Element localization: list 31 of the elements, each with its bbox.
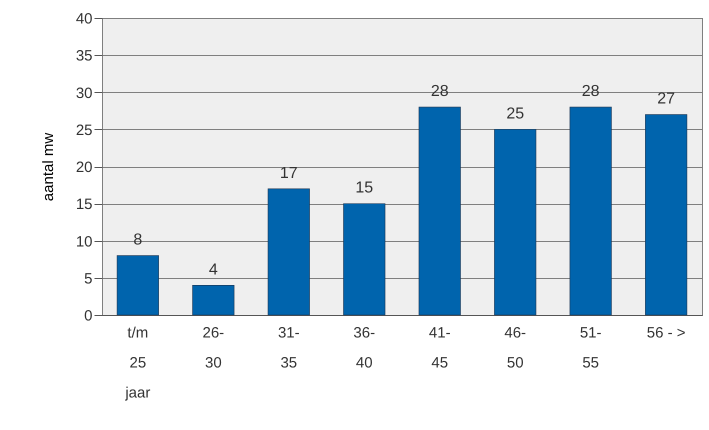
x-tick-label: 36- 40 bbox=[353, 324, 376, 372]
x-tick-label: 26- 30 bbox=[202, 324, 224, 372]
x-tick-label: t/m 25 jaar bbox=[124, 324, 150, 402]
y-axis-title: aantal mw bbox=[40, 132, 57, 202]
y-tick-label: 0 bbox=[84, 308, 92, 324]
y-tick-label: 5 bbox=[84, 270, 92, 288]
data-label: 27 bbox=[657, 90, 676, 108]
y-tick-label: 15 bbox=[76, 196, 92, 214]
data-label: 4 bbox=[208, 261, 218, 278]
x-tick-label: 31- 35 bbox=[278, 324, 300, 372]
bar bbox=[418, 106, 461, 316]
data-label: 15 bbox=[355, 180, 374, 197]
bar bbox=[645, 114, 688, 316]
data-label: 25 bbox=[506, 105, 524, 122]
x-tick-label: 41- 45 bbox=[428, 324, 451, 372]
bar bbox=[343, 203, 386, 316]
x-tick-label: 46- 50 bbox=[504, 324, 526, 372]
bar bbox=[268, 188, 310, 316]
y-tick-label: 30 bbox=[76, 84, 92, 102]
y-tick-label: 35 bbox=[76, 48, 92, 65]
data-label: 17 bbox=[280, 164, 298, 182]
y-tick-label: 20 bbox=[76, 159, 92, 176]
x-tick-label: 51- 55 bbox=[580, 324, 602, 372]
y-tick-label: 10 bbox=[76, 233, 92, 250]
y-tick-label: 25 bbox=[76, 122, 92, 139]
bar bbox=[570, 106, 612, 316]
bar bbox=[116, 255, 159, 316]
x-tick-label: 56 - > bbox=[646, 324, 686, 342]
bar bbox=[494, 129, 536, 316]
y-tick-label: 40 bbox=[76, 10, 92, 28]
bar bbox=[192, 285, 234, 316]
